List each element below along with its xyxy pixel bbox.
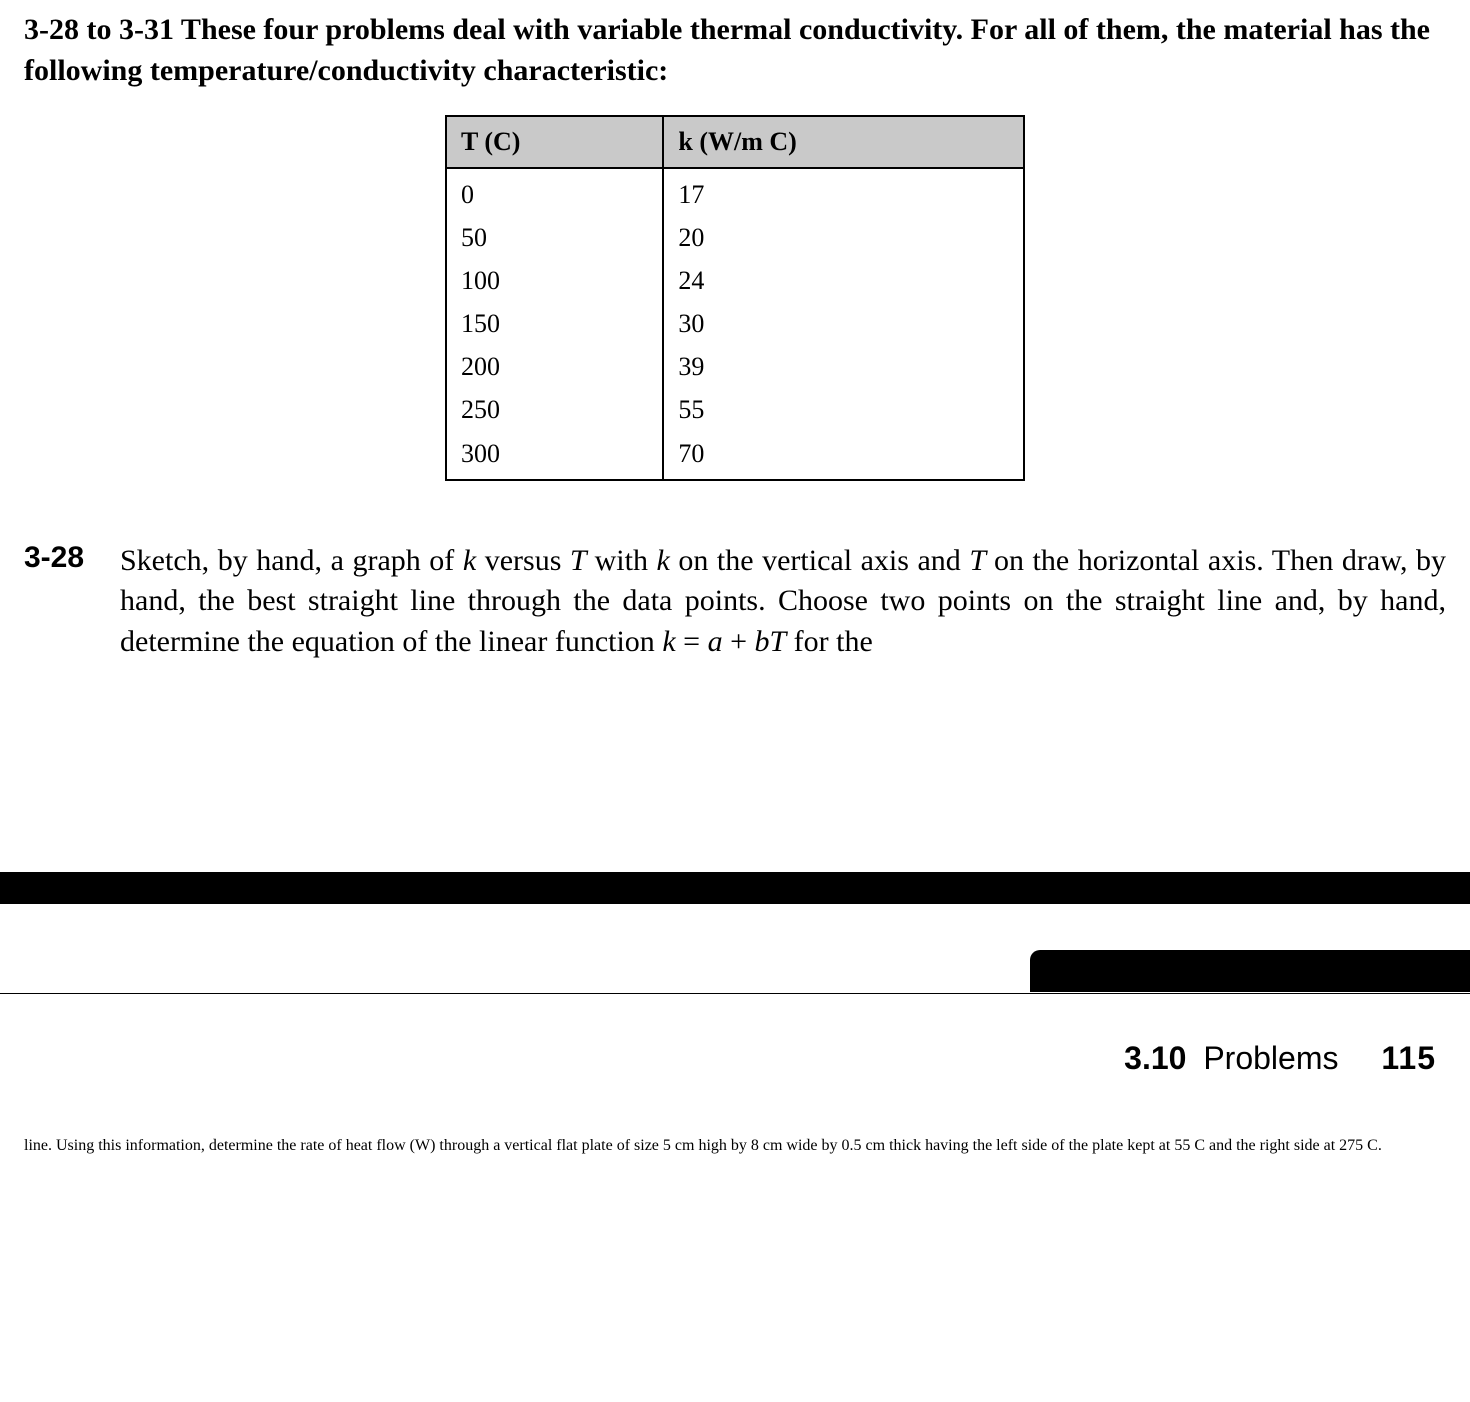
col-header-k: k (W/m C) <box>663 116 1024 168</box>
table-row: 0 17 <box>446 168 1024 216</box>
col-header-temp: T (C) <box>446 116 663 168</box>
cell-temp: 200 <box>446 345 663 388</box>
cell-k: 39 <box>663 345 1024 388</box>
thumb-tab <box>1030 950 1470 992</box>
cell-k: 30 <box>663 302 1024 345</box>
conductivity-table-wrap: T (C) k (W/m C) 0 17 50 20 100 24 <box>24 115 1446 481</box>
text: versus <box>476 544 570 577</box>
text: for the <box>786 625 873 658</box>
cell-k: 20 <box>663 216 1024 259</box>
var-k: k <box>657 544 670 577</box>
text: + <box>723 625 755 658</box>
table-row: 250 55 <box>446 388 1024 431</box>
section-name: Problems <box>1203 1040 1338 1076</box>
section-number: 3.10 <box>1124 1040 1186 1076</box>
var-T: T <box>769 625 786 658</box>
page-number: 115 <box>1381 1040 1436 1076</box>
var-T: T <box>570 544 595 577</box>
var-T: T <box>969 544 994 577</box>
cell-temp: 0 <box>446 168 663 216</box>
cell-temp: 100 <box>446 259 663 302</box>
page-header-block <box>0 904 1470 994</box>
intro-paragraph: 3-28 to 3-31 These four problems deal wi… <box>24 10 1446 91</box>
cell-temp: 300 <box>446 432 663 480</box>
var-a: a <box>708 625 723 658</box>
problem-text-continued: line. Using this information, determine … <box>24 1137 1446 1155</box>
cell-k: 17 <box>663 168 1024 216</box>
var-k: k <box>463 544 476 577</box>
var-b: b <box>754 625 769 658</box>
problem-3-28-continuation: line. Using this information, determine … <box>24 1137 1446 1155</box>
cell-k: 24 <box>663 259 1024 302</box>
table-row: 200 39 <box>446 345 1024 388</box>
table-row: 150 30 <box>446 302 1024 345</box>
table-row: 50 20 <box>446 216 1024 259</box>
page-divider-bar <box>0 872 1470 904</box>
cell-temp: 50 <box>446 216 663 259</box>
cell-temp: 250 <box>446 388 663 431</box>
text: on the vertical axis and <box>670 544 970 577</box>
problem-number: 3-28 <box>24 541 120 575</box>
table-row: 100 24 <box>446 259 1024 302</box>
cell-k: 70 <box>663 432 1024 480</box>
cell-temp: 150 <box>446 302 663 345</box>
running-head: 3.10 Problems 115 <box>24 1022 1446 1077</box>
text: Sketch, by hand, a graph of <box>120 544 463 577</box>
cell-k: 55 <box>663 388 1024 431</box>
conductivity-table: T (C) k (W/m C) 0 17 50 20 100 24 <box>445 115 1025 481</box>
problem-text: Sketch, by hand, a graph of k versus T w… <box>120 541 1446 663</box>
text: = <box>676 625 708 658</box>
var-k: k <box>662 625 675 658</box>
text: with <box>595 544 657 577</box>
problem-3-28: 3-28 Sketch, by hand, a graph of k versu… <box>24 541 1446 663</box>
table-row: 300 70 <box>446 432 1024 480</box>
